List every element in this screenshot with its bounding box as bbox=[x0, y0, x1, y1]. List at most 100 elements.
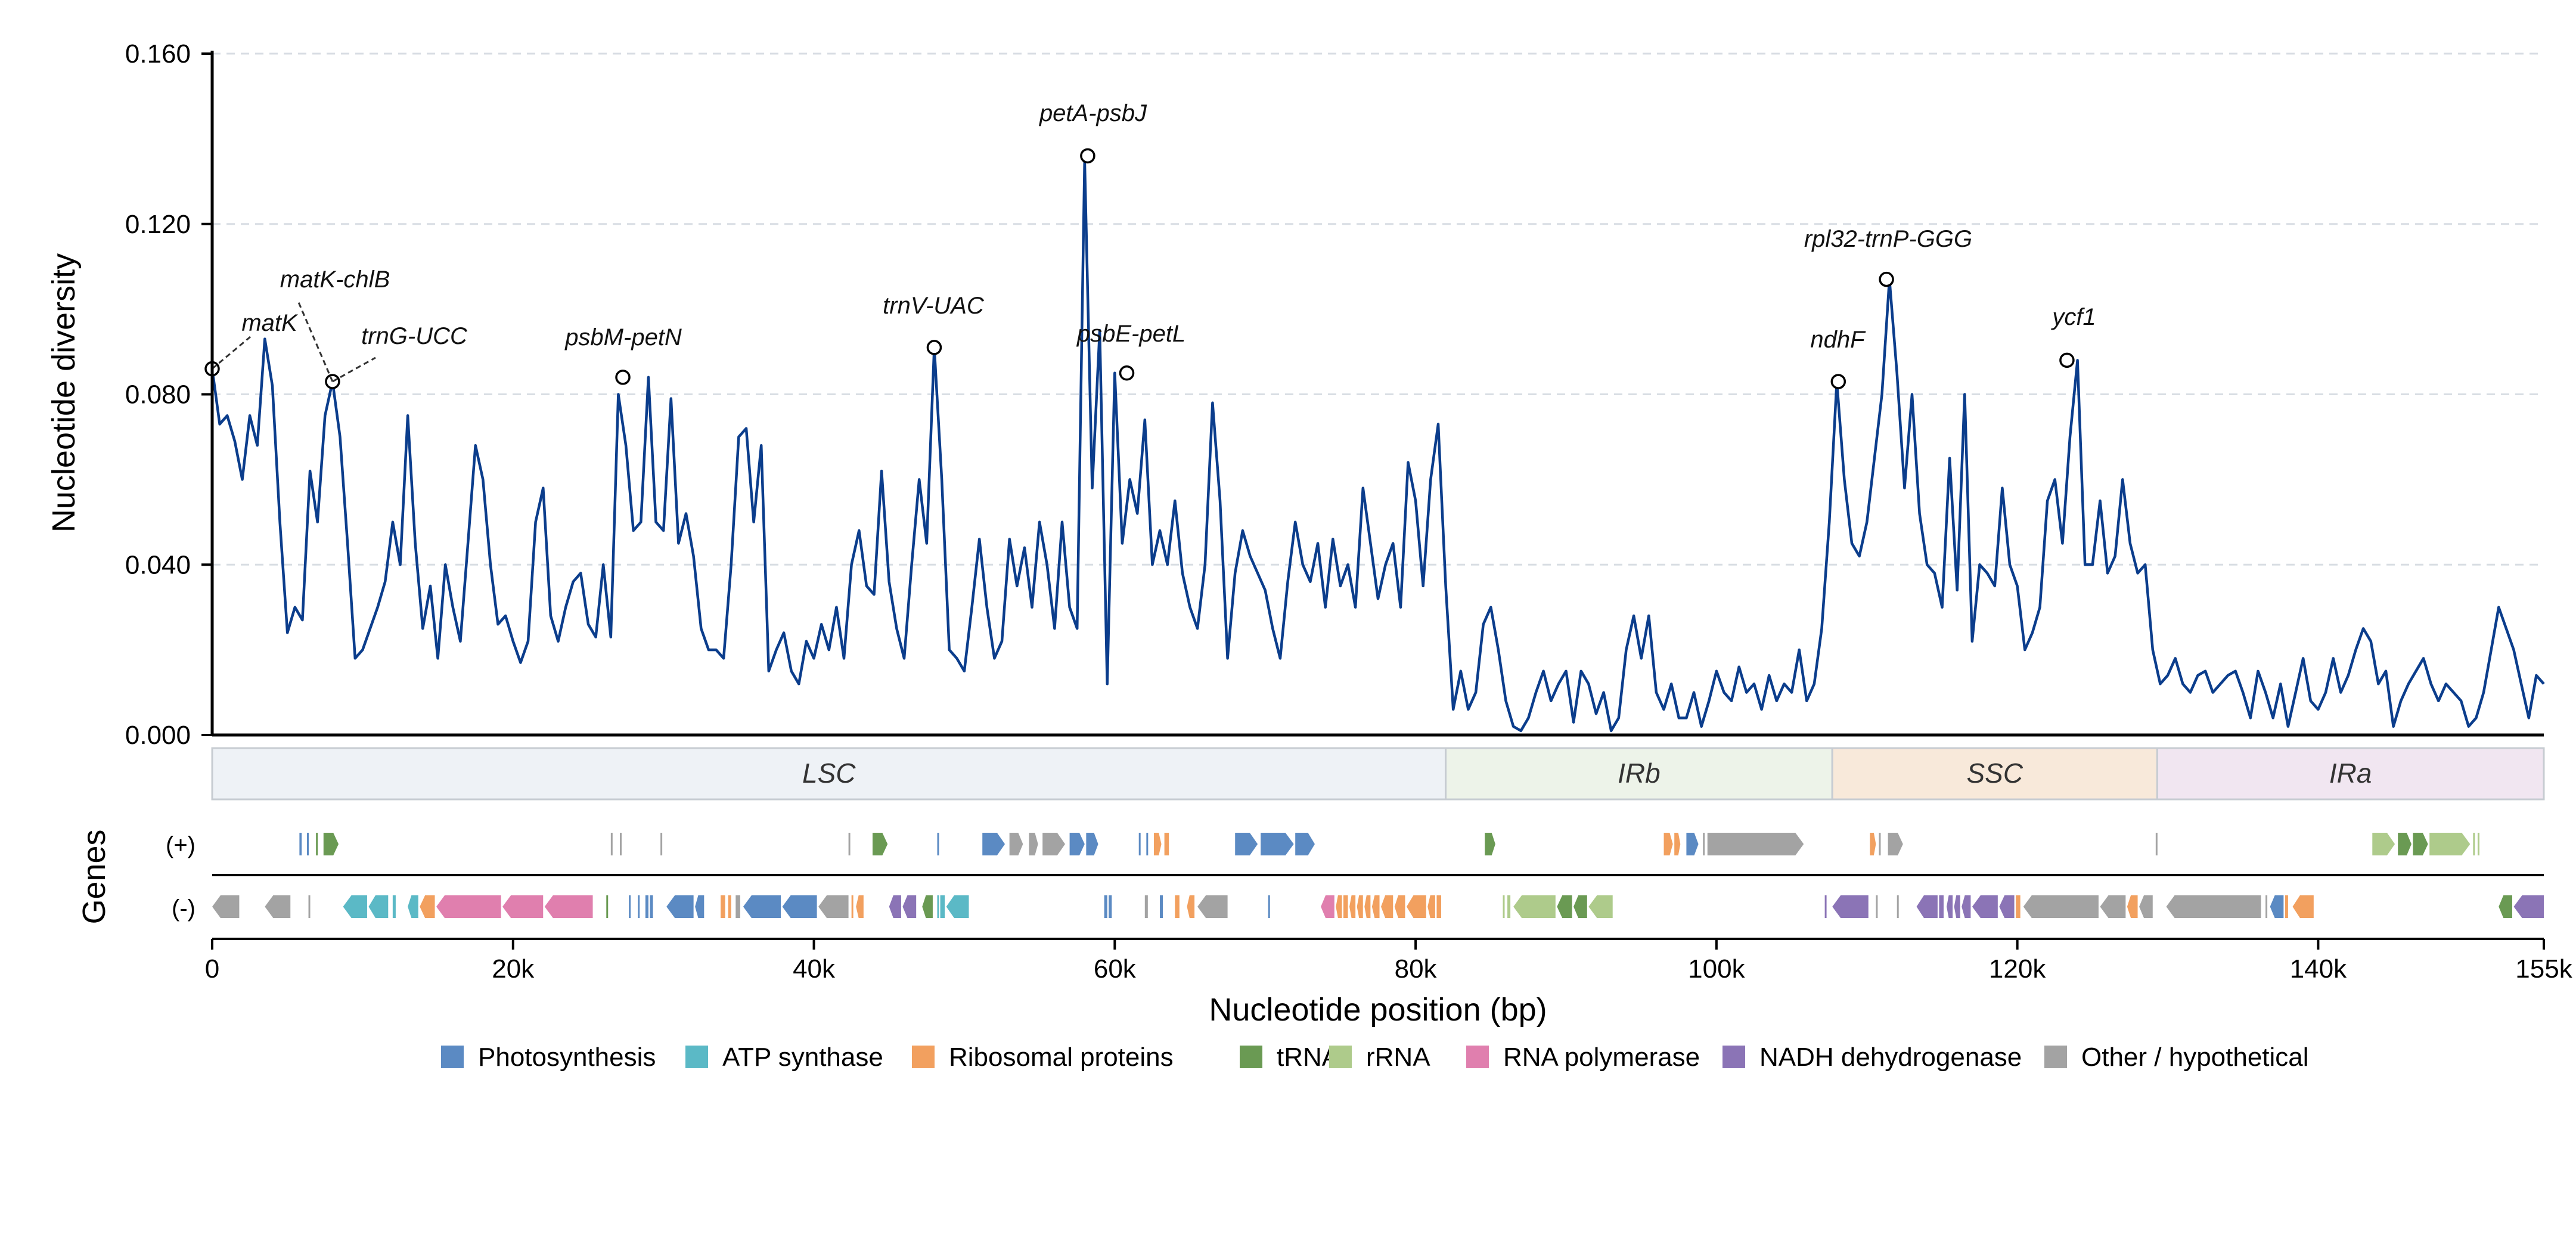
gene-minus bbox=[1349, 895, 1356, 918]
gene-plus bbox=[299, 833, 302, 855]
gene-plus bbox=[307, 833, 309, 855]
gene-plus bbox=[1042, 833, 1066, 855]
diversity-line bbox=[210, 159, 2545, 733]
gene-minus bbox=[1824, 895, 1827, 918]
gene-plus bbox=[937, 833, 939, 855]
legend: Photosynthesis ATP synthase Ribosomal prot… bbox=[441, 1043, 2309, 1072]
peak-marker-psbe-petl bbox=[1119, 365, 1135, 381]
gene-plus bbox=[1870, 833, 1876, 855]
gene-minus bbox=[1436, 895, 1442, 918]
gene-minus bbox=[1144, 895, 1148, 918]
gene-minus bbox=[1947, 895, 1953, 918]
gene-minus bbox=[1343, 895, 1348, 918]
gene-minus bbox=[902, 895, 917, 918]
gene-plus bbox=[1153, 833, 1162, 855]
gene-minus bbox=[420, 895, 435, 918]
gene-plus bbox=[1295, 833, 1315, 855]
peak-label-trng-ucc: trnG-UCC bbox=[361, 323, 468, 349]
gene-minus bbox=[2016, 895, 2021, 918]
gene-plus bbox=[1235, 833, 1258, 855]
y-axis-title: Nucleotide diversity bbox=[46, 253, 82, 532]
gene-plus bbox=[1703, 833, 1705, 855]
y-tick-label: 0.000 bbox=[125, 721, 191, 750]
gridlines bbox=[212, 52, 2544, 566]
gene-minus bbox=[1507, 895, 1511, 918]
legend-swatch-other-hypothetical bbox=[2044, 1046, 2067, 1068]
gene-minus bbox=[1916, 895, 1938, 918]
legend-label-photosynthesis: Photosynthesis bbox=[478, 1043, 656, 1072]
gene-minus bbox=[1503, 895, 1505, 918]
gene-minus bbox=[1187, 895, 1195, 918]
y-tick-label: 0.040 bbox=[125, 550, 191, 579]
gene-plus bbox=[323, 833, 339, 855]
peak-label-ycf1: ycf1 bbox=[2050, 304, 2096, 330]
x-tick-label: 140k bbox=[2290, 954, 2347, 984]
region-label-irb: IRb bbox=[1618, 758, 1661, 789]
gene-minus bbox=[408, 895, 418, 918]
legend-swatch-atp-synthase bbox=[685, 1046, 708, 1068]
gene-plus bbox=[2372, 833, 2395, 855]
gene-plus bbox=[1009, 833, 1023, 855]
gene-plus bbox=[1485, 833, 1495, 855]
legend-label-other-hypothetical: Other / hypothetical bbox=[2081, 1043, 2309, 1072]
gene-minus bbox=[1268, 895, 1270, 918]
diversity-series bbox=[210, 159, 2545, 733]
gene-minus bbox=[1972, 895, 1998, 918]
gene-minus bbox=[343, 895, 367, 918]
strand-label-minus: (-) bbox=[172, 895, 195, 922]
gene-plus bbox=[1663, 833, 1673, 855]
gene-plus bbox=[848, 833, 851, 855]
gene-minus bbox=[1175, 895, 1180, 918]
gene-plus bbox=[1086, 833, 1098, 855]
x-tick-label: 0 bbox=[205, 954, 219, 984]
legend-label-ribosomal-proteins: Ribosomal proteins bbox=[949, 1043, 1174, 1072]
gene-minus bbox=[645, 895, 648, 918]
legend-label-rrna: rRNA bbox=[1366, 1043, 1430, 1072]
peak-marker-trnv-uac bbox=[926, 340, 942, 355]
gene-minus bbox=[265, 895, 291, 918]
x-tick-label: 80k bbox=[1395, 954, 1438, 984]
region-label-lsc: LSC bbox=[802, 758, 856, 789]
x-ticks: 0 20k 40k 60k 80k 100k 120k 140k 155k bbox=[205, 939, 2573, 984]
peak-label-peta-psbj: petA-psbJ bbox=[1039, 100, 1147, 126]
region-lsc bbox=[211, 747, 1447, 801]
gene-minus bbox=[1939, 895, 1944, 918]
y-tick-label: 0.120 bbox=[125, 210, 191, 239]
gene-minus bbox=[212, 895, 240, 918]
gene-minus bbox=[889, 895, 901, 918]
gene-minus bbox=[743, 895, 781, 918]
gene-plus bbox=[2155, 833, 2158, 855]
gene-minus bbox=[2100, 895, 2126, 918]
gene-minus bbox=[606, 895, 609, 918]
gene-minus bbox=[1513, 895, 1556, 918]
gene-plus bbox=[1138, 833, 1141, 855]
gene-plus bbox=[1674, 833, 1681, 855]
gene-minus bbox=[721, 895, 725, 918]
region-bar: LSC IRb SSC IRa bbox=[211, 747, 2545, 801]
y-tick-label: 0.160 bbox=[125, 39, 191, 69]
gene-minus bbox=[1109, 895, 1112, 918]
gene-minus bbox=[1406, 895, 1426, 918]
gene-minus bbox=[1357, 895, 1363, 918]
peak-annotations: matK matK-chlB trnG-UCC psbM-petN trnV-UAC pe… bbox=[204, 100, 2096, 389]
gene-minus bbox=[1427, 895, 1435, 918]
peak-marker-ndhf bbox=[1830, 374, 1846, 389]
gene-minus bbox=[735, 895, 740, 918]
gene-minus bbox=[2127, 895, 2138, 918]
gene-minus bbox=[1876, 895, 1878, 918]
gene-minus bbox=[650, 895, 653, 918]
gene-minus bbox=[1573, 895, 1587, 918]
gene-minus bbox=[940, 895, 945, 918]
y-tick-label: 0.080 bbox=[125, 380, 191, 410]
gene-plus bbox=[1261, 833, 1294, 855]
y-ticks: 0.000 0.040 0.080 0.120 0.160 bbox=[125, 39, 212, 750]
gene-minus bbox=[2513, 895, 2544, 918]
gene-minus bbox=[946, 895, 969, 918]
gene-minus bbox=[368, 895, 389, 918]
peak-leader-trng-ucc bbox=[332, 356, 376, 383]
gene-minus bbox=[856, 895, 864, 918]
peak-marker-psbm-petn bbox=[615, 370, 631, 385]
gene-plus bbox=[660, 833, 663, 855]
gene-plus bbox=[2429, 833, 2471, 855]
gene-minus bbox=[308, 895, 311, 918]
